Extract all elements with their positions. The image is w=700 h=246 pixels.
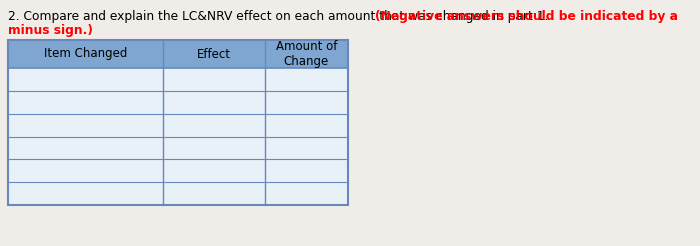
Bar — [8, 91, 348, 114]
Bar — [8, 114, 348, 137]
Text: Amount of
Change: Amount of Change — [276, 40, 337, 68]
Bar — [8, 159, 348, 182]
Text: (Negative answers should be indicated by a: (Negative answers should be indicated by… — [375, 10, 678, 23]
Bar — [8, 68, 348, 91]
Bar — [8, 182, 348, 205]
Bar — [8, 40, 348, 68]
Bar — [8, 40, 348, 205]
Text: Item Changed: Item Changed — [43, 47, 127, 61]
Text: Effect: Effect — [197, 47, 231, 61]
Text: minus sign.): minus sign.) — [8, 24, 93, 37]
Text: 2. Compare and explain the LC&NRV effect on each amount that was changed in part: 2. Compare and explain the LC&NRV effect… — [8, 10, 552, 23]
Bar — [8, 137, 348, 159]
